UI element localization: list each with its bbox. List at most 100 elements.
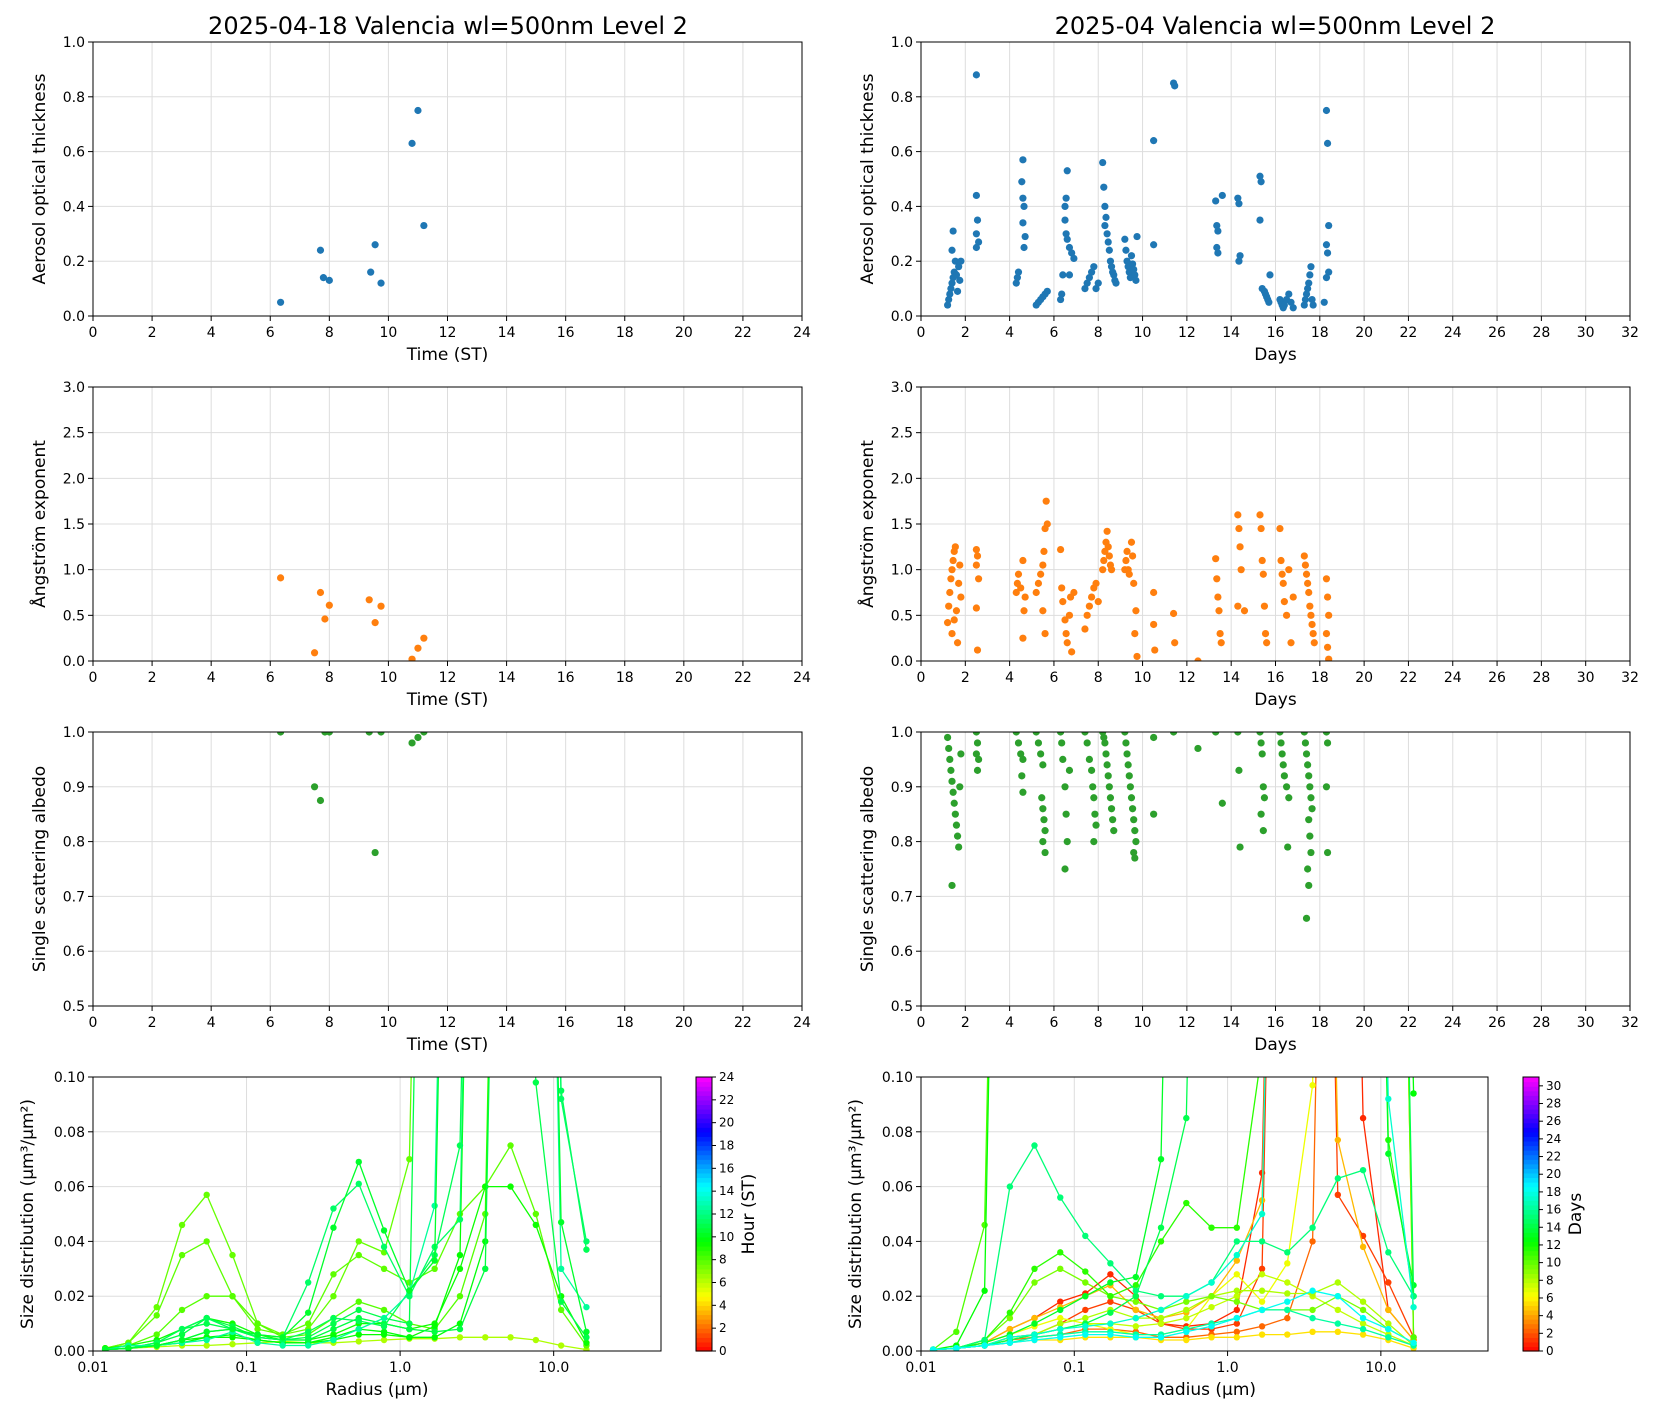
series-point — [1233, 1328, 1241, 1336]
panel-monthly-angstrom: 0 2 4 6 8 10 12 14 16 18 20 22 24 26 28 30 320.00.51.01.… — [856, 380, 1639, 710]
colorbar-swatch — [696, 1305, 712, 1311]
y-tick-label: 0.06 — [882, 1180, 913, 1196]
series-line — [105, 1077, 587, 1351]
colorbar-tick-label: 22 — [719, 1093, 734, 1107]
y-tick-label: 0.5 — [891, 999, 913, 1015]
right-title: 2025-04 Valencia wl=500nm Level 2 — [1055, 12, 1496, 40]
data-point — [310, 783, 319, 791]
data-point — [1302, 570, 1311, 578]
data-point — [1150, 137, 1158, 145]
data-point — [1083, 611, 1091, 619]
data-point — [957, 257, 965, 265]
series-point — [431, 1328, 438, 1336]
colorbar-swatch — [696, 1273, 712, 1279]
data-point — [1131, 630, 1139, 638]
data-point — [1133, 232, 1141, 241]
data-point — [1092, 579, 1100, 587]
series-point — [1157, 1224, 1165, 1231]
x-tick-label: 14 — [498, 1015, 516, 1031]
series-point — [557, 1265, 565, 1273]
data-point — [1212, 732, 1220, 736]
data-point — [1259, 783, 1267, 791]
data-point — [1019, 556, 1027, 565]
y-tick-label: 0.5 — [63, 999, 85, 1015]
data-point — [1092, 821, 1100, 829]
data-point — [1278, 570, 1286, 578]
series-point — [1208, 1323, 1215, 1330]
data-point — [1133, 652, 1141, 661]
series-point — [1334, 1306, 1342, 1314]
data-point — [1012, 279, 1020, 287]
colorbar-swatch — [1523, 1241, 1539, 1247]
series-point — [1107, 1298, 1114, 1305]
series-point — [1410, 1334, 1417, 1341]
colorbar-swatch — [1523, 1182, 1539, 1188]
data-point — [1104, 543, 1112, 551]
data-point — [943, 301, 952, 309]
series-point — [1359, 1331, 1367, 1338]
colorbar-swatch — [1523, 1314, 1539, 1320]
data-point — [1085, 602, 1093, 610]
colorbar-swatch — [1523, 1287, 1539, 1293]
series-point — [1157, 1238, 1165, 1245]
colorbar-swatch — [1523, 1168, 1539, 1174]
colorbar-swatch — [1523, 1145, 1539, 1151]
series-point — [125, 1345, 132, 1351]
series-point — [1233, 1293, 1241, 1300]
series-point — [1082, 1306, 1089, 1314]
series-point — [1031, 1279, 1038, 1286]
y-tick-label: 1.0 — [63, 35, 85, 51]
data-point — [1131, 271, 1139, 279]
series-point — [1183, 1114, 1190, 1122]
series-point — [981, 1221, 988, 1229]
data-point — [1150, 620, 1158, 629]
data-point — [1234, 732, 1242, 736]
x-tick-label: 8 — [1094, 670, 1103, 686]
colorbar-swatch — [1523, 1300, 1539, 1306]
data-point — [1107, 566, 1116, 574]
data-point — [1322, 783, 1331, 791]
data-point — [1258, 750, 1266, 758]
colorbar-tick-label: 6 — [1546, 1291, 1554, 1305]
series-point — [557, 1293, 565, 1300]
series-point — [1208, 1224, 1215, 1231]
data-point — [1013, 274, 1021, 282]
series-point — [1132, 1306, 1140, 1314]
series-point — [1410, 1303, 1417, 1311]
series-point — [1208, 1334, 1215, 1341]
colorbar-swatch — [696, 1250, 712, 1256]
data-point — [1020, 202, 1028, 210]
data-point — [1012, 732, 1020, 736]
data-point — [377, 279, 385, 287]
colorbar-tick-label: 20 — [719, 1116, 734, 1130]
colorbar-tick-label: 18 — [1546, 1185, 1561, 1199]
data-point — [1235, 200, 1243, 208]
y-tick-label: 0.00 — [882, 1344, 913, 1360]
y-tick-label: 0.0 — [63, 309, 85, 325]
series-point — [153, 1303, 160, 1311]
data-point — [1169, 609, 1178, 618]
data-point — [1061, 202, 1069, 210]
colorbar-tick-label: 20 — [1546, 1167, 1561, 1181]
data-point — [1307, 263, 1315, 271]
y-axis-label: Aerosol optical thickness — [858, 73, 878, 284]
data-point — [975, 755, 983, 764]
x-tick-label: 0 — [917, 670, 926, 686]
x-tick-label: 24 — [1444, 670, 1462, 686]
colorbar-swatch — [1523, 1277, 1539, 1284]
series-point — [406, 1287, 413, 1294]
series-point — [557, 1298, 565, 1305]
colorbar-swatch — [696, 1159, 712, 1165]
data-point — [947, 285, 955, 293]
series-point — [1057, 1314, 1064, 1322]
colorbar-swatch — [696, 1268, 712, 1274]
data-point — [1322, 106, 1331, 115]
data-point — [1125, 570, 1133, 578]
series-point — [1284, 1290, 1291, 1297]
data-point — [1039, 761, 1047, 769]
data-point — [420, 221, 428, 230]
data-point — [1090, 263, 1098, 271]
series-point — [1385, 1150, 1392, 1157]
data-point — [1099, 566, 1107, 574]
